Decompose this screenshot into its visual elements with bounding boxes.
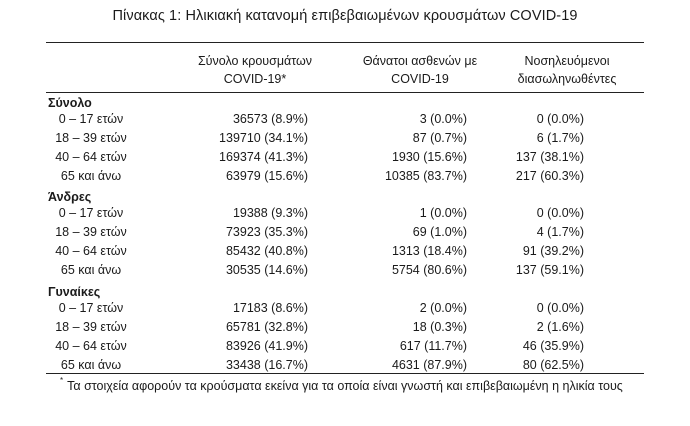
table-row: 0 – 17 ετών 36573 (8.9%) 3 (0.0%) 0 (0.0%): [0, 112, 690, 129]
deaths-cell: 1313 (18.4%): [391, 244, 467, 258]
cases-cell: 139710 (34.1%): [219, 131, 308, 145]
table-title: Πίνακας 1: Ηλικιακή κατανομή επιβεβαιωμέ…: [112, 8, 578, 24]
intubated-cell: 2 (1.6%): [536, 320, 584, 334]
table-row: 40 – 64 ετών 85432 (40.8%) 1313 (18.4%) 91 …: [0, 244, 690, 261]
cases-cell: 17183 (8.6%): [232, 301, 308, 315]
group-label: Γυναίκες: [48, 285, 101, 299]
footnote-marker: *: [60, 376, 64, 385]
intubated-cell: 46 (35.9%): [522, 339, 584, 353]
intubated-cell: 80 (62.5%): [522, 358, 584, 372]
cases-cell: 63979 (15.6%): [225, 169, 308, 183]
table-row: 18 – 39 ετών 73923 (35.3%) 69 (1.0%) 4 (1.7…: [0, 225, 690, 242]
table-row: 65 και άνω 63979 (15.6%) 10385 (83.7%) 217 …: [0, 169, 690, 186]
column-header-intubated-line1: Νοσηλευόμενοι: [524, 54, 610, 68]
table-row: 18 – 39 ετών 139710 (34.1%) 87 (0.7%) 6 (1.…: [0, 131, 690, 148]
top-rule: [46, 42, 644, 43]
deaths-cell: 2 (0.0%): [419, 301, 467, 315]
column-header-intubated: Νοσηλευόμενοι διασωληνωθέντες: [492, 52, 642, 88]
intubated-cell: 137 (59.1%): [515, 263, 584, 277]
deaths-cell: 87 (0.7%): [412, 131, 467, 145]
deaths-cell: 18 (0.3%): [412, 320, 467, 334]
cases-cell: 65781 (32.8%): [225, 320, 308, 334]
age-cell: 0 – 17 ετών: [58, 206, 124, 220]
column-header-deaths-line2: COVID-19: [391, 72, 449, 86]
table-row: 40 – 64 ετών 169374 (41.3%) 1930 (15.6%) 13…: [0, 150, 690, 167]
intubated-cell: 4 (1.7%): [536, 225, 584, 239]
cases-cell: 36573 (8.9%): [232, 112, 308, 126]
age-cell: 0 – 17 ετών: [58, 112, 124, 126]
deaths-cell: 10385 (83.7%): [384, 169, 467, 183]
cases-cell: 30535 (14.6%): [225, 263, 308, 277]
deaths-cell: 5754 (80.6%): [391, 263, 467, 277]
cases-cell: 19388 (9.3%): [232, 206, 308, 220]
header-rule: [46, 92, 644, 93]
intubated-cell: 217 (60.3%): [515, 169, 584, 183]
table-row: 0 – 17 ετών 17183 (8.6%) 2 (0.0%) 0 (0.0%): [0, 301, 690, 318]
age-cell: 65 και άνω: [60, 263, 122, 277]
footnote-text: Τα στοιχεία αφορούν τα κρούσματα εκείνα …: [67, 379, 623, 394]
group-label: Άνδρες: [48, 190, 92, 204]
column-header-cases-line1: Σύνολο κρουσμάτων: [197, 54, 313, 68]
intubated-cell: 0 (0.0%): [536, 206, 584, 220]
deaths-cell: 617 (11.7%): [399, 339, 467, 353]
column-header-intubated-line2: διασωληνωθέντες: [517, 72, 617, 86]
intubated-cell: 6 (1.7%): [536, 131, 584, 145]
bottom-rule: [46, 373, 644, 374]
age-cell: 18 – 39 ετών: [55, 320, 127, 334]
table-row: 18 – 39 ετών 65781 (32.8%) 18 (0.3%) 2 (1.6…: [0, 320, 690, 337]
intubated-cell: 0 (0.0%): [536, 301, 584, 315]
intubated-cell: 0 (0.0%): [536, 112, 584, 126]
deaths-cell: 1930 (15.6%): [391, 150, 467, 164]
group-label: Σύνολο: [48, 96, 92, 110]
age-cell: 40 – 64 ετών: [55, 244, 127, 258]
age-cell: 65 και άνω: [60, 358, 122, 372]
cases-cell: 85432 (40.8%): [225, 244, 308, 258]
age-cell: 18 – 39 ετών: [55, 225, 127, 239]
deaths-cell: 1 (0.0%): [419, 206, 467, 220]
table-row: 0 – 17 ετών 19388 (9.3%) 1 (0.0%) 0 (0.0%): [0, 206, 690, 223]
cases-cell: 83926 (41.9%): [225, 339, 308, 353]
age-cell: 40 – 64 ετών: [55, 150, 127, 164]
table-row: 65 και άνω 30535 (14.6%) 5754 (80.6%) 137 (…: [0, 263, 690, 280]
intubated-cell: 137 (38.1%): [515, 150, 584, 164]
deaths-cell: 4631 (87.9%): [391, 358, 467, 372]
age-cell: 65 και άνω: [60, 169, 122, 183]
age-cell: 18 – 39 ετών: [55, 131, 127, 145]
age-cell: 0 – 17 ετών: [58, 301, 124, 315]
column-header-cases-line2: COVID-19*: [223, 72, 287, 86]
cases-cell: 33438 (16.7%): [225, 358, 308, 372]
age-cell: 40 – 64 ετών: [55, 339, 127, 353]
column-header-cases: Σύνολο κρουσμάτων COVID-19*: [180, 52, 330, 88]
cases-cell: 73923 (35.3%): [225, 225, 308, 239]
column-header-deaths: Θάνατοι ασθενών με COVID-19: [345, 52, 495, 88]
footnote: * Τα στοιχεία αφορούν τα κρούσματα εκείνα…: [60, 376, 623, 394]
column-header-deaths-line1: Θάνατοι ασθενών με: [362, 54, 478, 68]
intubated-cell: 91 (39.2%): [522, 244, 584, 258]
table-row: 65 και άνω 33438 (16.7%) 4631 (87.9%) 80 (6…: [0, 358, 690, 375]
deaths-cell: 69 (1.0%): [412, 225, 467, 239]
cases-cell: 169374 (41.3%): [219, 150, 308, 164]
deaths-cell: 3 (0.0%): [419, 112, 467, 126]
table-row: 40 – 64 ετών 83926 (41.9%) 617 (11.7%) 46 (…: [0, 339, 690, 356]
